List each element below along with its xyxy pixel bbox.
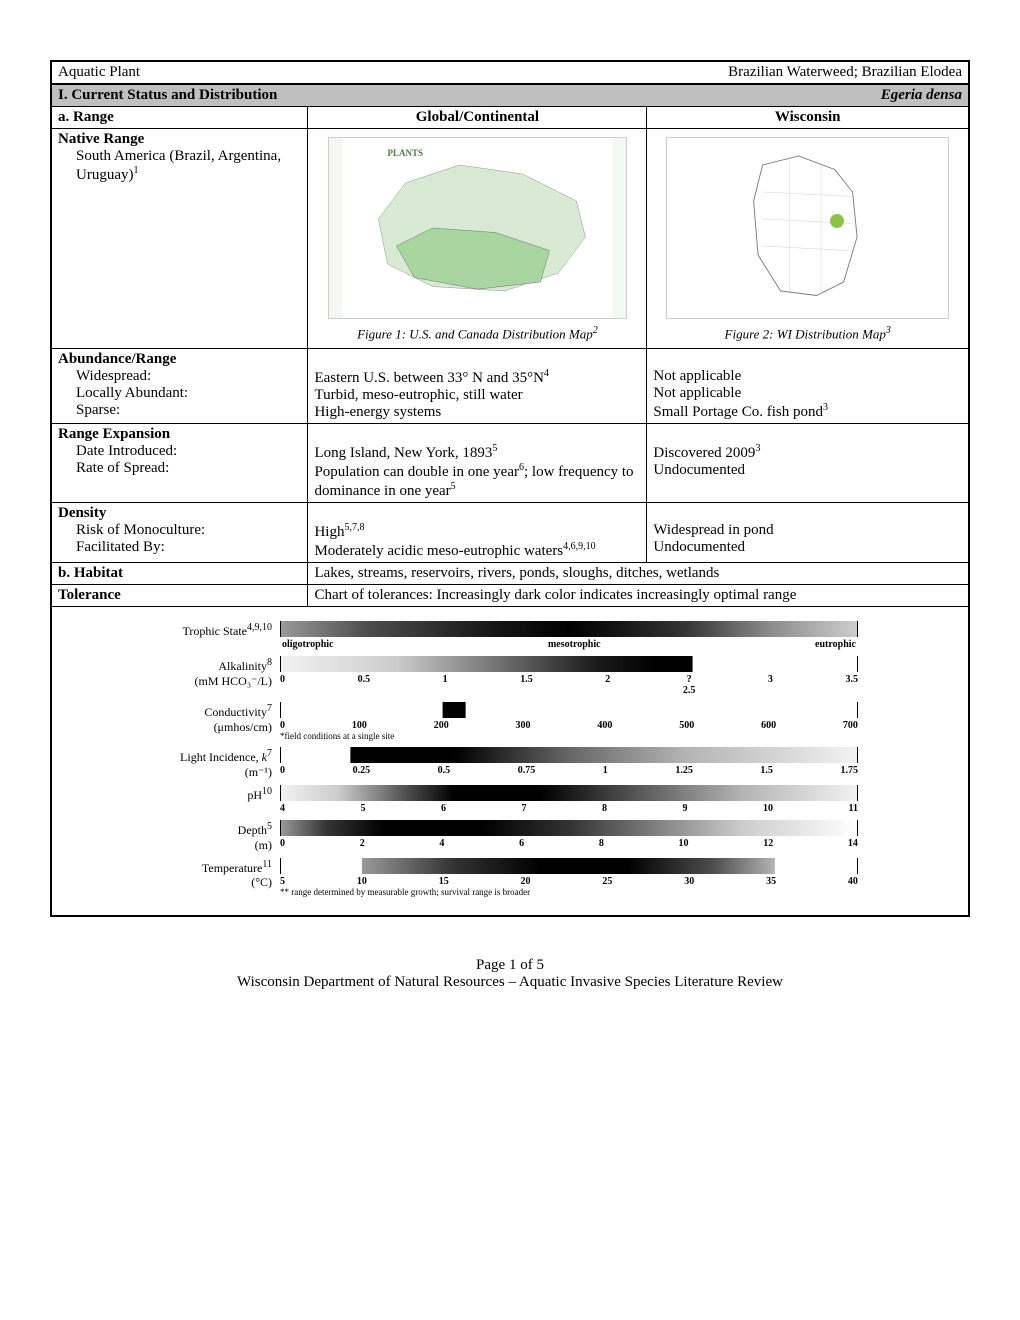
native-range-text: South America (Brazil, Argentina, Urugua… <box>58 148 301 184</box>
tolerance-chart: Trophic State4,9,10oligotrophicmesotroph… <box>52 607 968 915</box>
header-left: Aquatic Plant <box>58 64 140 81</box>
svg-text:PLANTS: PLANTS <box>387 148 423 158</box>
header-row: Aquatic Plant Brazilian Waterweed; Brazi… <box>52 62 968 85</box>
fig1-caption: Figure 1: U.S. and Canada Distribution M… <box>312 323 642 344</box>
wisconsin-map <box>666 137 949 319</box>
native-range-row: Native Range South America (Brazil, Arge… <box>52 129 968 349</box>
tolerance-row-label: Conductivity7(μmhos/cm) <box>122 702 280 734</box>
habitat-row: b. Habitat Lakes, streams, reservoirs, r… <box>52 563 968 585</box>
us-map-svg: PLANTS <box>329 138 626 318</box>
abundance-row: Abundance/Range Widespread: Locally Abun… <box>52 349 968 424</box>
section-header: I. Current Status and Distribution Egeri… <box>52 85 968 107</box>
tolerance-bar <box>280 702 858 718</box>
tolerance-chart-row: pH104567891011 <box>122 785 858 814</box>
wi-map-svg <box>681 138 934 318</box>
wi-map-cell: Figure 2: WI Distribution Map3 <box>647 129 968 348</box>
range-expansion-row: Range Expansion Date Introduced: Rate of… <box>52 424 968 503</box>
abundance-wi-cell: Not applicable Not applicable Small Port… <box>647 349 968 423</box>
tolerance-row-label: pH10 <box>122 785 280 802</box>
density-row: Density Risk of Monoculture: Facilitated… <box>52 503 968 563</box>
native-range-cell: Native Range South America (Brazil, Arge… <box>52 129 308 348</box>
page-footer: Page 1 of 5 Wisconsin Department of Natu… <box>50 957 970 991</box>
tolerance-chart-row: Alkalinity8(mM HCO₃⁻/L)00.511.52?2.533.5 <box>122 656 858 696</box>
tolerance-row: Tolerance Chart of tolerances: Increasin… <box>52 585 968 607</box>
tolerance-chart-row: Light Incidence, k7(m⁻¹)00.250.50.7511.2… <box>122 747 858 779</box>
tolerance-bar <box>280 656 858 672</box>
global-map-cell: PLANTS Figure 1: U.S. and Canada Distrib… <box>308 129 647 348</box>
page-number: Page 1 of 5 <box>50 957 970 974</box>
tolerance-chart-row: Depth5(m)02468101214 <box>122 820 858 852</box>
colhead-range: a. Range <box>52 107 308 128</box>
colhead-wisconsin: Wisconsin <box>647 107 968 128</box>
header-right: Brazilian Waterweed; Brazilian Elodea <box>728 64 962 81</box>
fig2-caption: Figure 2: WI Distribution Map3 <box>651 323 964 344</box>
tolerance-bar <box>280 820 858 836</box>
us-canada-map: PLANTS <box>328 137 627 319</box>
tolerance-chart-row: Temperature11(°C)510152025303540** range… <box>122 858 858 897</box>
abundance-label-cell: Abundance/Range Widespread: Locally Abun… <box>52 349 308 423</box>
tolerance-row-label: Trophic State4,9,10 <box>122 621 280 638</box>
tolerance-row-label: Temperature11(°C) <box>122 858 280 890</box>
column-heads: a. Range Global/Continental Wisconsin <box>52 107 968 129</box>
tolerance-row-label: Alkalinity8(mM HCO₃⁻/L) <box>122 656 280 688</box>
section-left: I. Current Status and Distribution <box>58 87 277 104</box>
tolerance-bar <box>280 747 858 763</box>
tolerance-chart-row: Conductivity7(μmhos/cm)01002003004005006… <box>122 702 858 741</box>
tolerance-chart-row: Trophic State4,9,10oligotrophicmesotroph… <box>122 621 858 650</box>
tolerance-bar <box>280 858 858 874</box>
species-table: Aquatic Plant Brazilian Waterweed; Brazi… <box>50 60 970 917</box>
tolerance-row-label: Depth5(m) <box>122 820 280 852</box>
wi-occurrence-dot <box>830 214 844 228</box>
tolerance-bar <box>280 621 858 637</box>
native-range-label: Native Range <box>58 131 144 147</box>
colhead-global: Global/Continental <box>308 107 647 128</box>
abundance-global-cell: Eastern U.S. between 33° N and 35°N4 Tur… <box>308 349 647 423</box>
footer-org: Wisconsin Department of Natural Resource… <box>50 974 970 991</box>
tolerance-bar <box>280 785 858 801</box>
tolerance-row-label: Light Incidence, k7(m⁻¹) <box>122 747 280 779</box>
section-right: Egeria densa <box>881 87 962 104</box>
